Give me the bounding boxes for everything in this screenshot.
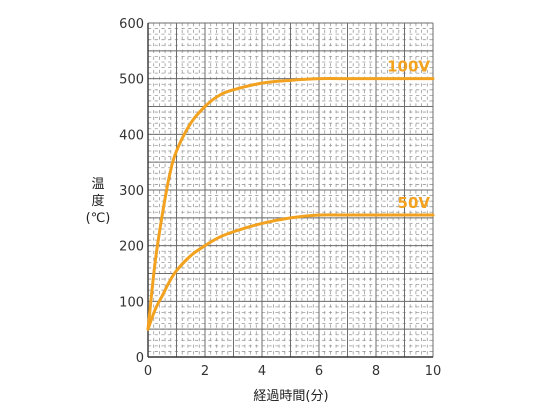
x-tick-label: 8: [372, 364, 380, 379]
x-tick-label: 10: [425, 364, 442, 379]
y-tick-labels: 0 100 200 300 400 500 600: [119, 17, 144, 366]
series-line-50V: [146, 213, 435, 331]
series-labels: 100V 50V: [387, 58, 430, 212]
y-tick-label: 300: [119, 184, 144, 199]
x-axis-title: 経過時間(分): [253, 389, 328, 404]
y-axis-title-1: 温: [91, 177, 104, 192]
series-label-100V: 100V: [387, 58, 430, 76]
y-tick-label: 500: [119, 73, 144, 88]
x-tick-labels: 0 2 4 6 8 10: [144, 364, 441, 379]
x-tick-label: 4: [258, 364, 266, 379]
y-tick-label: 200: [119, 240, 144, 255]
y-tick-label: 100: [119, 295, 144, 310]
series-label-50V: 50V: [398, 194, 431, 212]
x-tick-label: 0: [144, 364, 152, 379]
x-tick-label: 2: [201, 364, 209, 379]
y-tick-label: 0: [136, 351, 144, 366]
series-lines: [146, 77, 435, 331]
x-tick-label: 6: [315, 364, 323, 379]
axes: [147, 23, 433, 358]
series-line-100V: [146, 77, 435, 331]
y-axis-title-3: (℃): [86, 211, 111, 226]
y-tick-label: 600: [119, 17, 144, 32]
y-tick-label: 400: [119, 128, 144, 143]
y-axis-title-2: 度: [91, 193, 104, 209]
